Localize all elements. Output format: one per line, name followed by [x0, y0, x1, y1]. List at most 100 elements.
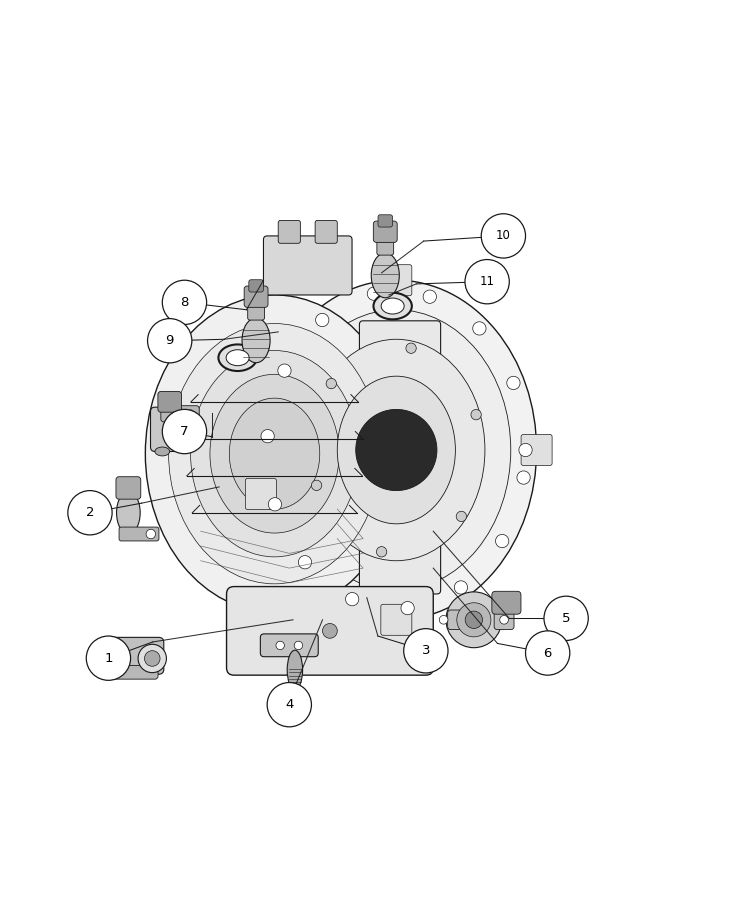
Ellipse shape — [308, 339, 485, 561]
Circle shape — [471, 410, 482, 419]
FancyBboxPatch shape — [373, 221, 397, 242]
Circle shape — [454, 580, 468, 594]
Text: 5: 5 — [562, 612, 571, 625]
Circle shape — [404, 628, 448, 673]
Circle shape — [162, 410, 207, 454]
FancyBboxPatch shape — [161, 406, 199, 422]
FancyBboxPatch shape — [448, 610, 468, 630]
Text: 7: 7 — [180, 425, 189, 438]
Ellipse shape — [242, 318, 270, 363]
Circle shape — [294, 641, 302, 650]
Ellipse shape — [229, 398, 320, 509]
Text: 2: 2 — [86, 506, 94, 519]
Ellipse shape — [288, 650, 302, 689]
FancyBboxPatch shape — [521, 435, 552, 465]
FancyBboxPatch shape — [378, 215, 393, 227]
Circle shape — [517, 471, 531, 484]
Ellipse shape — [210, 374, 339, 533]
FancyBboxPatch shape — [104, 647, 115, 664]
FancyBboxPatch shape — [247, 302, 265, 320]
FancyBboxPatch shape — [492, 591, 521, 614]
Circle shape — [401, 601, 414, 615]
FancyBboxPatch shape — [119, 527, 159, 541]
Circle shape — [525, 631, 570, 675]
FancyBboxPatch shape — [99, 656, 104, 659]
Circle shape — [86, 636, 130, 680]
Circle shape — [456, 603, 491, 637]
Circle shape — [507, 376, 520, 390]
Circle shape — [147, 319, 192, 363]
Text: 11: 11 — [479, 275, 495, 288]
FancyBboxPatch shape — [377, 237, 393, 255]
Text: 6: 6 — [543, 646, 552, 660]
FancyBboxPatch shape — [99, 649, 104, 652]
Circle shape — [276, 641, 285, 650]
FancyBboxPatch shape — [381, 265, 412, 296]
FancyBboxPatch shape — [150, 407, 189, 452]
Text: 1: 1 — [104, 652, 113, 665]
Ellipse shape — [381, 298, 404, 314]
FancyBboxPatch shape — [381, 604, 412, 635]
Text: 8: 8 — [180, 296, 189, 309]
Text: 3: 3 — [422, 644, 430, 657]
Circle shape — [465, 611, 482, 628]
FancyBboxPatch shape — [99, 652, 104, 655]
Circle shape — [144, 651, 160, 666]
Circle shape — [356, 410, 437, 490]
FancyBboxPatch shape — [99, 660, 104, 662]
Circle shape — [446, 592, 502, 648]
Circle shape — [544, 596, 588, 641]
FancyBboxPatch shape — [494, 610, 514, 630]
Circle shape — [439, 616, 448, 624]
Circle shape — [311, 481, 322, 491]
Ellipse shape — [219, 345, 257, 371]
Ellipse shape — [169, 323, 380, 584]
FancyBboxPatch shape — [359, 320, 441, 594]
Circle shape — [456, 511, 467, 522]
Circle shape — [376, 546, 387, 557]
Circle shape — [162, 280, 207, 325]
Circle shape — [406, 343, 416, 354]
FancyBboxPatch shape — [116, 477, 141, 500]
Ellipse shape — [145, 295, 404, 612]
Circle shape — [496, 535, 509, 548]
FancyBboxPatch shape — [249, 280, 263, 292]
Circle shape — [68, 491, 112, 535]
FancyBboxPatch shape — [278, 220, 300, 243]
Circle shape — [299, 555, 312, 569]
Circle shape — [465, 259, 509, 304]
Circle shape — [519, 444, 532, 456]
Circle shape — [261, 429, 274, 443]
Text: 10: 10 — [496, 230, 511, 242]
FancyBboxPatch shape — [100, 637, 164, 674]
Circle shape — [423, 290, 436, 303]
Text: 9: 9 — [165, 334, 174, 347]
Ellipse shape — [190, 350, 359, 557]
Circle shape — [186, 410, 194, 418]
FancyBboxPatch shape — [315, 220, 337, 243]
FancyBboxPatch shape — [245, 479, 276, 509]
Ellipse shape — [282, 310, 511, 590]
Circle shape — [268, 498, 282, 511]
Circle shape — [473, 322, 486, 335]
Ellipse shape — [373, 292, 412, 320]
Ellipse shape — [337, 376, 456, 524]
Circle shape — [499, 616, 508, 624]
Circle shape — [278, 364, 291, 377]
Ellipse shape — [155, 447, 170, 456]
Circle shape — [326, 378, 336, 389]
Circle shape — [322, 624, 337, 638]
Circle shape — [268, 682, 311, 727]
Circle shape — [146, 529, 156, 539]
FancyBboxPatch shape — [244, 286, 268, 307]
FancyBboxPatch shape — [260, 634, 318, 657]
Ellipse shape — [256, 280, 536, 620]
Circle shape — [368, 287, 381, 301]
Circle shape — [481, 214, 525, 258]
Ellipse shape — [371, 253, 399, 298]
Text: 4: 4 — [285, 698, 293, 711]
Circle shape — [345, 592, 359, 606]
FancyBboxPatch shape — [158, 392, 182, 412]
FancyBboxPatch shape — [264, 236, 352, 295]
Circle shape — [138, 644, 167, 672]
